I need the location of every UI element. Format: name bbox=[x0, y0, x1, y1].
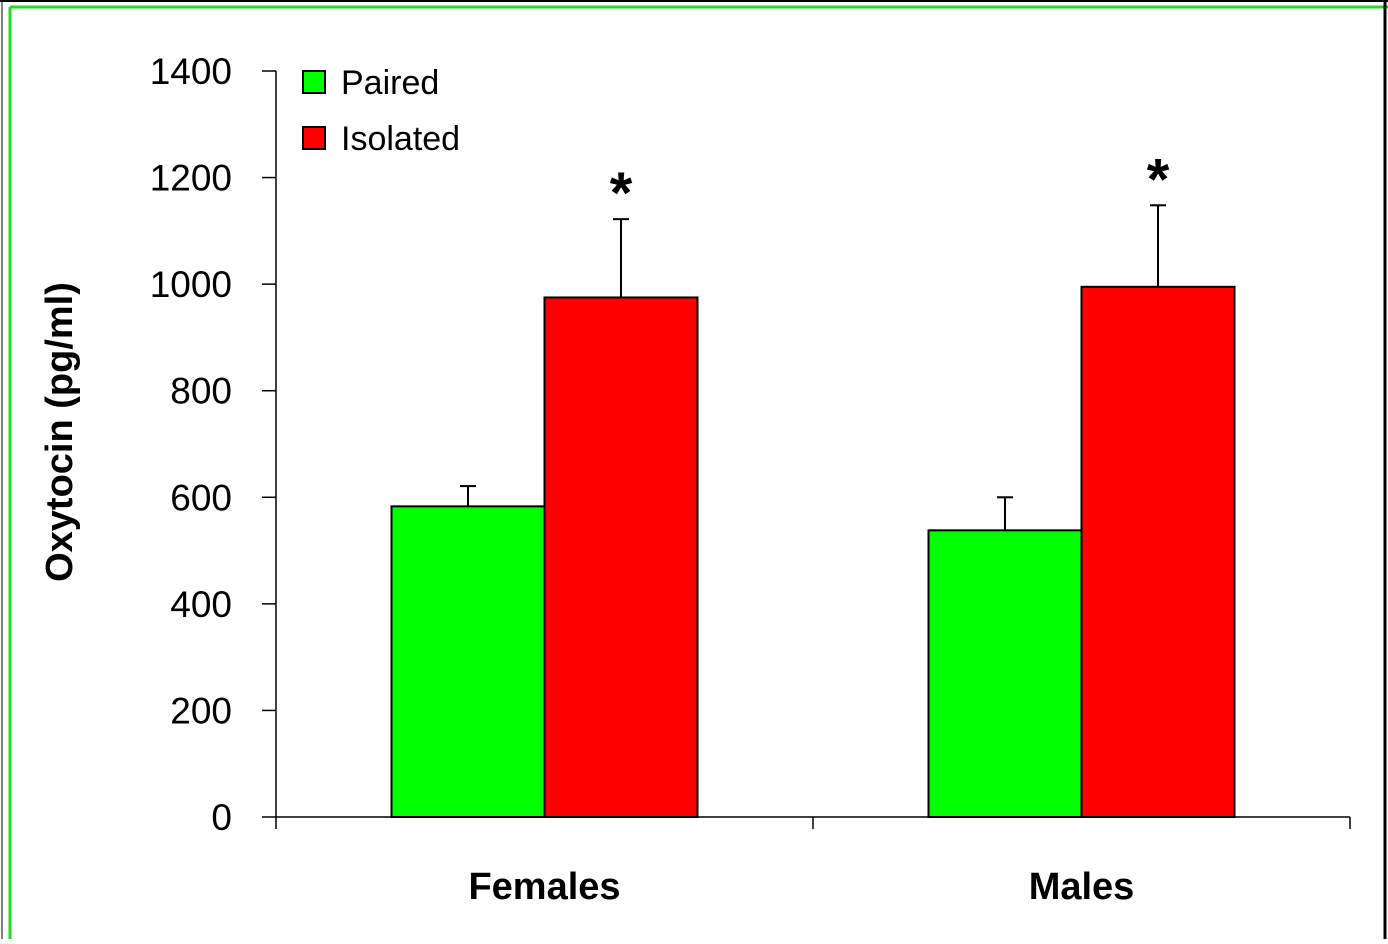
bar-isolated-females bbox=[543, 296, 699, 818]
significance-asterisk: * bbox=[610, 161, 633, 226]
y-tick-label: 600 bbox=[170, 477, 232, 518]
bar-paired-males bbox=[927, 529, 1083, 819]
legend-swatch-paired bbox=[302, 70, 326, 94]
x-category-label: Males bbox=[1029, 866, 1135, 908]
legend-swatch-isolated bbox=[302, 126, 326, 150]
legend: Paired Isolated bbox=[302, 64, 460, 158]
x-category-label: Females bbox=[468, 866, 620, 908]
legend-label-paired: Paired bbox=[341, 64, 439, 102]
y-tick-label: 0 bbox=[211, 797, 232, 838]
axes: 0 200 400 600 800 1000 1200 1400 Females Males bbox=[150, 51, 1351, 908]
y-axis-label: Oxytocin (pg/ml) bbox=[39, 282, 81, 582]
significance-asterisk: * bbox=[1147, 147, 1170, 212]
bar-paired-females bbox=[390, 505, 546, 818]
bar-isolated-males bbox=[1080, 285, 1236, 818]
y-tick-label: 1000 bbox=[150, 264, 232, 305]
y-tick-label: 400 bbox=[170, 584, 232, 625]
y-tick-label: 800 bbox=[170, 371, 232, 412]
bars: * * bbox=[390, 147, 1236, 819]
y-tick-label: 1400 bbox=[150, 51, 232, 92]
y-tick-label: 200 bbox=[170, 690, 232, 731]
legend-label-isolated: Isolated bbox=[341, 120, 460, 158]
y-tick-label: 1200 bbox=[150, 158, 232, 199]
